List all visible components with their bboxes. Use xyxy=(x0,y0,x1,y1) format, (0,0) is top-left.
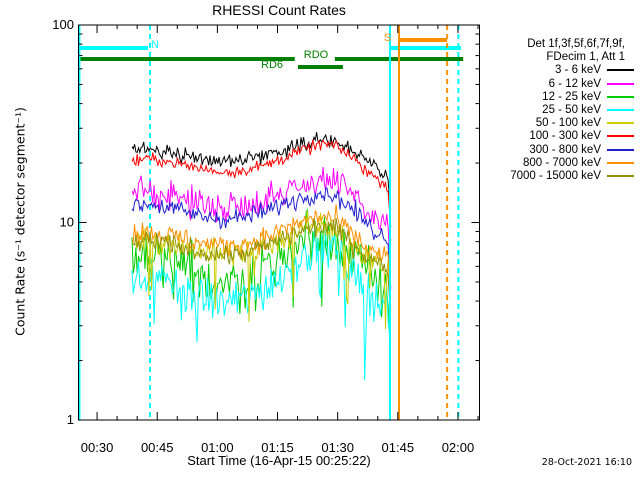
x-tick-label: 02:00 xyxy=(442,440,475,455)
series-300-800keV xyxy=(131,187,392,288)
series-6-12keV xyxy=(131,167,392,291)
legend-color-swatch xyxy=(607,82,634,85)
legend: Det 1f,3f,5f,6f,7f,9f, FDecim 1, Att 1 3… xyxy=(510,38,634,183)
x-tick-label: 00:45 xyxy=(141,440,174,455)
legend-item: 800 - 7000 keV xyxy=(510,157,634,170)
legend-item-label: 800 - 7000 keV xyxy=(522,156,601,169)
legend-item: 100 - 300 keV xyxy=(510,130,634,143)
legend-item: 7000 - 15000 keV xyxy=(510,170,634,183)
saa-flag-label: S xyxy=(384,32,392,44)
legend-color-swatch xyxy=(607,161,634,164)
legend-item: 12 - 25 keV xyxy=(510,91,634,104)
legend-color-swatch xyxy=(607,122,634,125)
rd6-flag-label: RD6 xyxy=(261,59,284,71)
legend-item-label: 25 - 50 keV xyxy=(542,104,601,117)
x-tick-label: 00:30 xyxy=(81,440,114,455)
x-tick-label: 01:45 xyxy=(382,440,415,455)
x-tick-label: 01:00 xyxy=(201,440,234,455)
legend-item-label: 12 - 25 keV xyxy=(542,90,601,103)
y-tick-label: 1 xyxy=(67,412,74,427)
legend-color-swatch xyxy=(607,108,634,111)
series-7000-15000keV xyxy=(131,218,392,314)
legend-item-label: 6 - 12 keV xyxy=(548,77,601,90)
x-tick-label: 01:30 xyxy=(321,440,354,455)
x-axis-title: Start Time (16-Apr-15 00:25:22) xyxy=(187,453,371,468)
legend-color-swatch xyxy=(607,175,634,177)
series-50-100keV xyxy=(131,210,392,330)
legend-item: 6 - 12 keV xyxy=(510,78,634,91)
legend-item-label: 300 - 800 keV xyxy=(529,143,601,156)
series-25-50keV xyxy=(131,223,392,380)
y-tick-label: 10 xyxy=(60,215,74,230)
legend-color-swatch xyxy=(607,69,634,72)
series-100-300keV xyxy=(131,139,392,241)
legend-items: 3 - 6 keV 6 - 12 keV 12 - 25 keV 25 - 50 ke… xyxy=(510,64,634,183)
night-flag-label: N xyxy=(151,39,159,51)
legend-color-swatch xyxy=(607,95,634,98)
rdo-flag-label: RDO xyxy=(303,49,329,61)
legend-color-swatch xyxy=(607,148,634,151)
chart-title: RHESSI Count Rates xyxy=(212,2,346,18)
legend-item: 50 - 100 keV xyxy=(510,117,634,130)
y-axis-title: Count Rate (s⁻¹ detector segment⁻¹) xyxy=(12,107,28,336)
legend-item-label: 100 - 300 keV xyxy=(529,130,601,143)
legend-decim-att-line: FDecim 1, Att 1 xyxy=(546,51,625,64)
legend-item-label: 7000 - 15000 keV xyxy=(510,170,601,183)
legend-item: 300 - 800 keV xyxy=(510,144,634,157)
legend-item-label: 3 - 6 keV xyxy=(554,64,601,77)
legend-item: 25 - 50 keV xyxy=(510,104,634,117)
legend-detector-line: Det 1f,3f,5f,6f,7f,9f, xyxy=(527,38,625,50)
series-800-7000keV xyxy=(131,204,392,308)
creation-timestamp: 28-Oct-2021 16:10 xyxy=(541,457,632,468)
legend-item-label: 50 - 100 keV xyxy=(535,117,601,130)
series-3-6keV xyxy=(131,132,392,228)
plot-frame xyxy=(78,24,480,421)
x-tick-label: 01:15 xyxy=(261,440,294,455)
legend-item: 3 - 6 keV xyxy=(510,64,634,77)
legend-color-swatch xyxy=(607,135,634,138)
y-tick-label: 100 xyxy=(52,17,74,32)
